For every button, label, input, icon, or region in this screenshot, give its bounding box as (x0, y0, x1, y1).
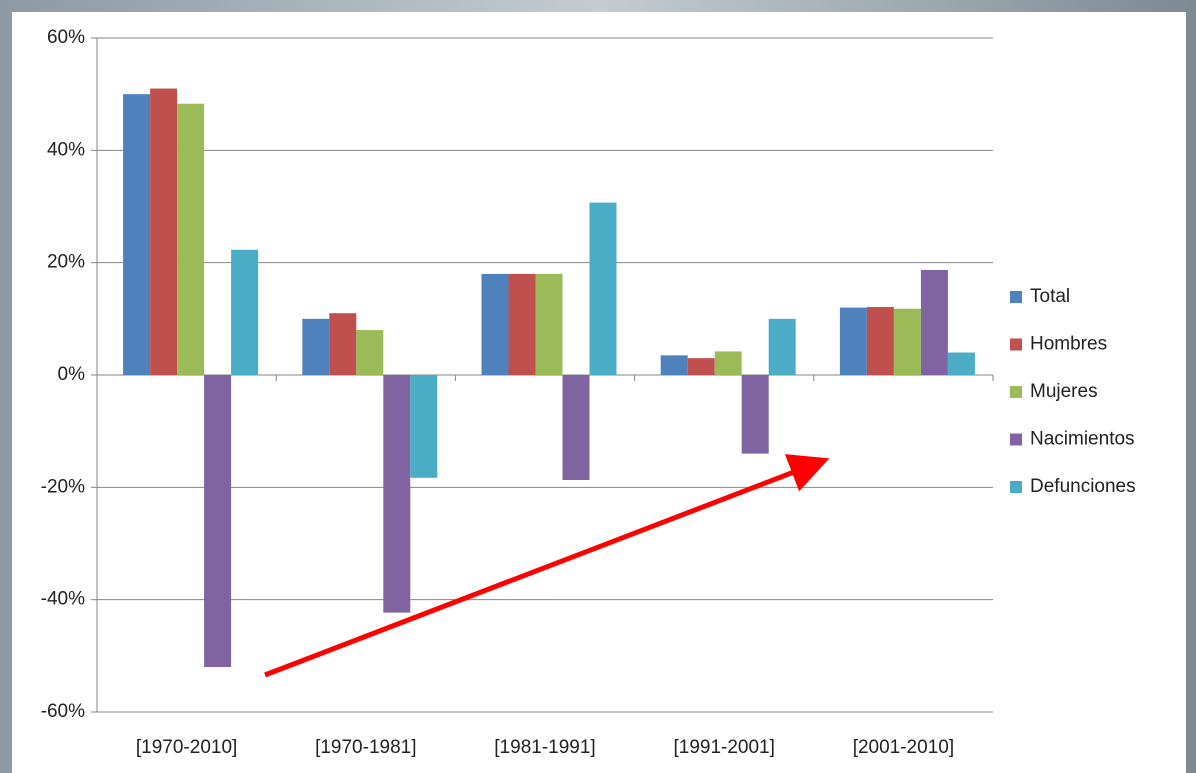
x-tick-label: [2001-2010] (853, 737, 954, 758)
y-tick-label: -20% (41, 476, 85, 497)
legend-label: Hombres (1030, 334, 1107, 355)
legend-swatch (1010, 433, 1022, 446)
bar (356, 330, 384, 375)
bar (508, 273, 536, 375)
bar (150, 88, 178, 376)
legend-swatch (1010, 386, 1022, 398)
x-tick-label: [1981-1991] (494, 737, 595, 758)
bar (535, 273, 563, 375)
bar (302, 318, 330, 375)
y-tick-label: 0% (58, 364, 86, 385)
bar (123, 94, 151, 376)
y-tick-label: -60% (41, 701, 85, 722)
y-tick-label: 60% (47, 27, 85, 48)
y-tick-label: -40% (41, 589, 85, 610)
bar (660, 355, 688, 375)
legend-swatch (1010, 291, 1022, 303)
bar (741, 375, 769, 454)
legend-label: Total (1030, 286, 1070, 307)
legend-swatch (1010, 481, 1022, 493)
y-tick-label: 40% (47, 139, 85, 160)
bar (768, 318, 796, 375)
annotation-arrow (264, 454, 830, 678)
bar (562, 375, 590, 481)
x-tick-label: [1991-2001] (673, 737, 774, 758)
bar (866, 307, 894, 375)
bar (329, 313, 357, 375)
legend-label: Mujeres (1030, 381, 1098, 402)
y-tick-label: 20% (47, 252, 85, 273)
legend-label: Defunciones (1030, 476, 1136, 497)
plot: -60% -40% -20% 0% 20% 40% 60% [1970-2010] [1970-… (41, 27, 1136, 758)
bar (204, 375, 232, 668)
bar (589, 202, 617, 375)
bar (687, 358, 715, 375)
bar (410, 375, 438, 478)
bar (383, 375, 411, 613)
bar (947, 352, 975, 375)
x-tick-label: [1970-2010] (136, 737, 237, 758)
legend-label: Nacimientos (1030, 429, 1135, 450)
bar (893, 308, 921, 375)
bar (231, 249, 259, 375)
x-tick-label: [1970-1981] (315, 737, 416, 758)
bar (177, 103, 205, 375)
bar (839, 307, 867, 375)
bar (920, 269, 948, 375)
legend-swatch (1010, 338, 1022, 351)
bar (481, 273, 509, 375)
bar (714, 351, 742, 375)
